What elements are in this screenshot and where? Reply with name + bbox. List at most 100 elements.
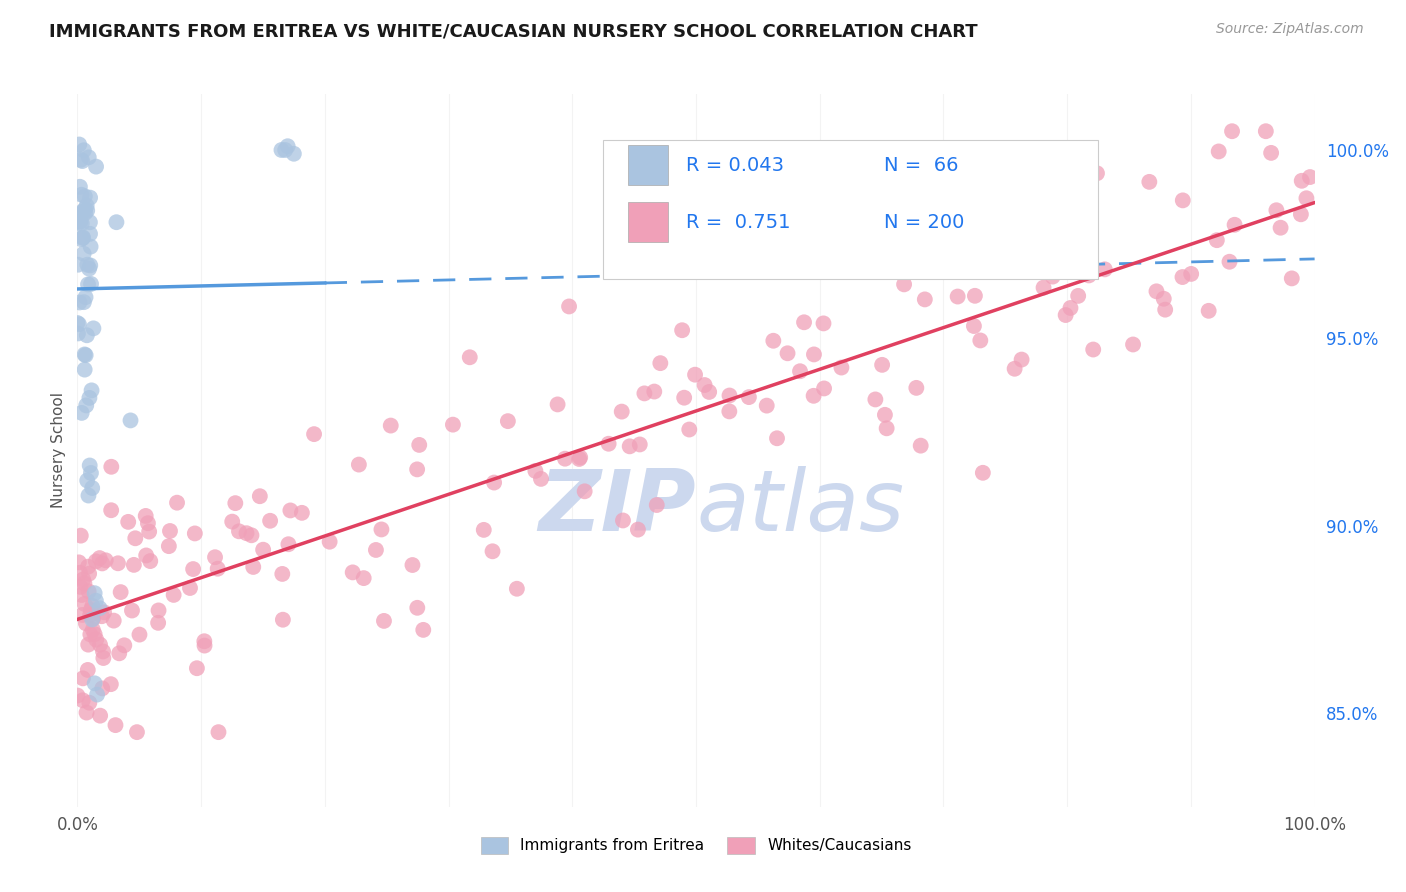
- Point: [69, 214, 91, 228]
- Point: [1146, 285, 1168, 299]
- Point: [1270, 220, 1292, 235]
- Point: [79, 240, 101, 254]
- Point: [84, 160, 107, 174]
- Point: [249, 489, 271, 503]
- Point: [568, 452, 591, 467]
- Point: [82, 481, 104, 495]
- Point: [370, 523, 392, 537]
- Point: [79, 259, 101, 273]
- FancyBboxPatch shape: [603, 140, 1098, 279]
- Point: [547, 397, 569, 411]
- Point: [69, 179, 91, 194]
- Point: [1180, 267, 1202, 281]
- Point: [627, 523, 650, 537]
- Point: [79, 215, 101, 229]
- Point: [277, 537, 299, 551]
- Point: [776, 346, 799, 360]
- Point: [224, 496, 246, 510]
- Point: [193, 639, 215, 653]
- Point: [77, 261, 100, 276]
- Point: [75, 206, 97, 220]
- Point: [80, 277, 103, 291]
- Point: [342, 566, 364, 580]
- Point: [1205, 233, 1227, 247]
- Point: [1171, 270, 1194, 285]
- Point: [77, 566, 100, 581]
- Point: [79, 607, 101, 622]
- Point: [755, 399, 778, 413]
- Point: [77, 559, 100, 574]
- Point: [347, 458, 370, 472]
- Point: [914, 293, 936, 307]
- Point: [645, 498, 668, 512]
- Point: [70, 588, 93, 602]
- Point: [84, 632, 107, 647]
- Point: [270, 143, 292, 157]
- Point: [89, 601, 111, 615]
- Point: [77, 638, 100, 652]
- Point: [82, 612, 104, 626]
- Point: [1198, 303, 1220, 318]
- Point: [94, 553, 117, 567]
- Point: [75, 290, 97, 304]
- Point: [67, 295, 90, 310]
- Point: [718, 388, 741, 402]
- Point: [353, 571, 375, 585]
- Point: [120, 413, 142, 427]
- Point: [93, 605, 115, 619]
- Point: [100, 677, 122, 691]
- Point: [186, 661, 208, 675]
- Point: [969, 334, 991, 348]
- FancyBboxPatch shape: [628, 202, 668, 242]
- Point: [89, 551, 111, 566]
- Point: [104, 718, 127, 732]
- Point: [121, 603, 143, 617]
- Point: [277, 139, 299, 153]
- Point: [80, 603, 103, 617]
- Point: [100, 503, 122, 517]
- Point: [628, 437, 651, 451]
- Point: [693, 378, 716, 392]
- Point: [221, 515, 243, 529]
- Point: [128, 627, 150, 641]
- Point: [650, 356, 672, 370]
- Point: [76, 328, 98, 343]
- Point: [84, 593, 107, 607]
- Point: [117, 515, 139, 529]
- Point: [103, 614, 125, 628]
- Point: [73, 362, 96, 376]
- Point: [472, 523, 495, 537]
- Point: [135, 508, 157, 523]
- Point: [136, 516, 159, 531]
- Point: [1299, 169, 1322, 184]
- Y-axis label: Nursery School: Nursery School: [51, 392, 66, 508]
- Point: [1004, 361, 1026, 376]
- Point: [72, 607, 94, 622]
- Point: [506, 582, 529, 596]
- Point: [302, 427, 325, 442]
- Point: [181, 562, 204, 576]
- Point: [738, 390, 761, 404]
- Point: [72, 246, 94, 260]
- Point: [73, 295, 96, 310]
- Text: IMMIGRANTS FROM ERITREA VS WHITE/CAUCASIAN NURSERY SCHOOL CORRELATION CHART: IMMIGRANTS FROM ERITREA VS WHITE/CAUCASI…: [49, 22, 977, 40]
- Point: [373, 614, 395, 628]
- Point: [91, 644, 114, 658]
- Legend: Immigrants from Eritrea, Whites/Caucasians: Immigrants from Eritrea, Whites/Caucasia…: [474, 830, 918, 860]
- Point: [72, 573, 94, 587]
- Point: [718, 404, 741, 418]
- Point: [1154, 302, 1177, 317]
- Point: [66, 316, 89, 330]
- Point: [1281, 271, 1303, 285]
- Point: [80, 384, 103, 398]
- Point: [1011, 260, 1033, 274]
- Text: R =  0.751: R = 0.751: [686, 212, 790, 232]
- Text: N =  66: N = 66: [884, 155, 959, 175]
- Point: [76, 663, 98, 677]
- Point: [163, 588, 186, 602]
- Point: [401, 558, 423, 572]
- Point: [803, 389, 825, 403]
- Point: [1054, 308, 1077, 322]
- Point: [496, 414, 519, 428]
- Point: [72, 204, 94, 219]
